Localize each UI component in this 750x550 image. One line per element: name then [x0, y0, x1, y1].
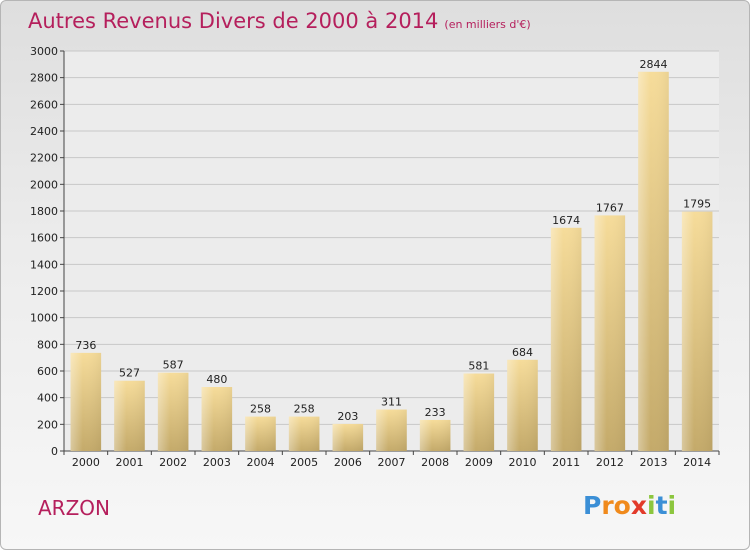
y-tick-label: 1000 — [30, 312, 58, 325]
bar-value-label: 233 — [425, 406, 446, 419]
x-tick-label: 2002 — [159, 456, 187, 469]
logo-letter: x — [630, 491, 647, 520]
y-tick-label: 2000 — [30, 178, 58, 191]
bar-shade — [638, 71, 669, 452]
bar-value-label: 311 — [381, 396, 402, 409]
y-tick-label: 2400 — [30, 125, 58, 138]
bar-shade — [157, 372, 189, 451]
bar-value-label: 587 — [163, 359, 184, 372]
y-tick-label: 1400 — [30, 258, 58, 271]
bar-value-label: 258 — [294, 403, 315, 416]
bar-value-label: 1674 — [552, 214, 580, 227]
x-tick-label: 2000 — [72, 456, 100, 469]
bar-shade — [376, 409, 407, 451]
bar-shade — [681, 211, 713, 451]
bar-value-label: 258 — [250, 403, 271, 416]
chart-title: Autres Revenus Divers de 2000 à 2014 (en … — [28, 9, 531, 33]
y-tick-label: 0 — [51, 445, 58, 458]
bar-shade — [201, 387, 233, 451]
y-tick-label: 400 — [37, 392, 58, 405]
logo-letter: i — [667, 491, 677, 520]
x-tick-label: 2004 — [247, 456, 275, 469]
x-tick-label: 2011 — [552, 456, 580, 469]
bar-shade — [332, 423, 364, 451]
x-tick-label: 2005 — [290, 456, 318, 469]
x-tick-label: 2014 — [683, 456, 711, 469]
bar-value-label: 203 — [337, 410, 358, 423]
y-tick-label: 1800 — [30, 205, 58, 218]
bar-value-label: 581 — [468, 360, 489, 373]
y-tick-label: 3000 — [30, 45, 58, 58]
bar-shade — [550, 227, 582, 451]
x-tick-label: 2006 — [334, 456, 362, 469]
bar-value-label: 527 — [119, 367, 140, 380]
y-tick-label: 2800 — [30, 72, 58, 85]
logo-letter: o — [613, 491, 631, 520]
bar-shade — [463, 373, 495, 451]
bar-value-label: 684 — [512, 346, 533, 359]
logo-letter: r — [601, 491, 614, 520]
x-tick-label: 2001 — [116, 456, 144, 469]
bar-shade — [507, 359, 538, 451]
logo-letter: i — [647, 491, 656, 520]
y-tick-label: 1200 — [30, 285, 58, 298]
logo-letter: P — [583, 491, 602, 520]
y-tick-label: 2200 — [30, 152, 58, 165]
x-tick-label: 2003 — [203, 456, 231, 469]
x-tick-label: 2007 — [378, 456, 406, 469]
bar-shade — [594, 215, 626, 451]
bar-shade — [245, 416, 276, 451]
bar-value-label: 1795 — [683, 198, 711, 211]
chart-subtitle: (en milliers d'€) — [444, 18, 531, 31]
proxiti-logo: Proxiti — [583, 491, 676, 520]
y-tick-label: 200 — [37, 418, 58, 431]
x-tick-label: 2008 — [421, 456, 449, 469]
place-name: ARZON — [38, 496, 110, 520]
y-tick-label: 800 — [37, 338, 58, 351]
y-tick-label: 2600 — [30, 98, 58, 111]
x-tick-label: 2010 — [509, 456, 537, 469]
bar-shade — [70, 352, 102, 451]
bar-value-label: 736 — [75, 339, 96, 352]
bar-shade — [114, 380, 145, 451]
bar-value-label: 480 — [206, 373, 227, 386]
y-tick-label: 1600 — [30, 232, 58, 245]
y-tick-label: 600 — [37, 365, 58, 378]
bar-shade — [419, 419, 451, 451]
logo-letter: t — [655, 491, 668, 520]
x-tick-label: 2009 — [465, 456, 493, 469]
bar-value-label: 1767 — [596, 201, 624, 214]
x-tick-label: 2013 — [640, 456, 668, 469]
bar-shade — [288, 416, 320, 451]
bar-value-label: 2844 — [640, 58, 668, 71]
x-tick-label: 2012 — [596, 456, 624, 469]
chart-title-text: Autres Revenus Divers de 2000 à 2014 — [28, 9, 439, 33]
